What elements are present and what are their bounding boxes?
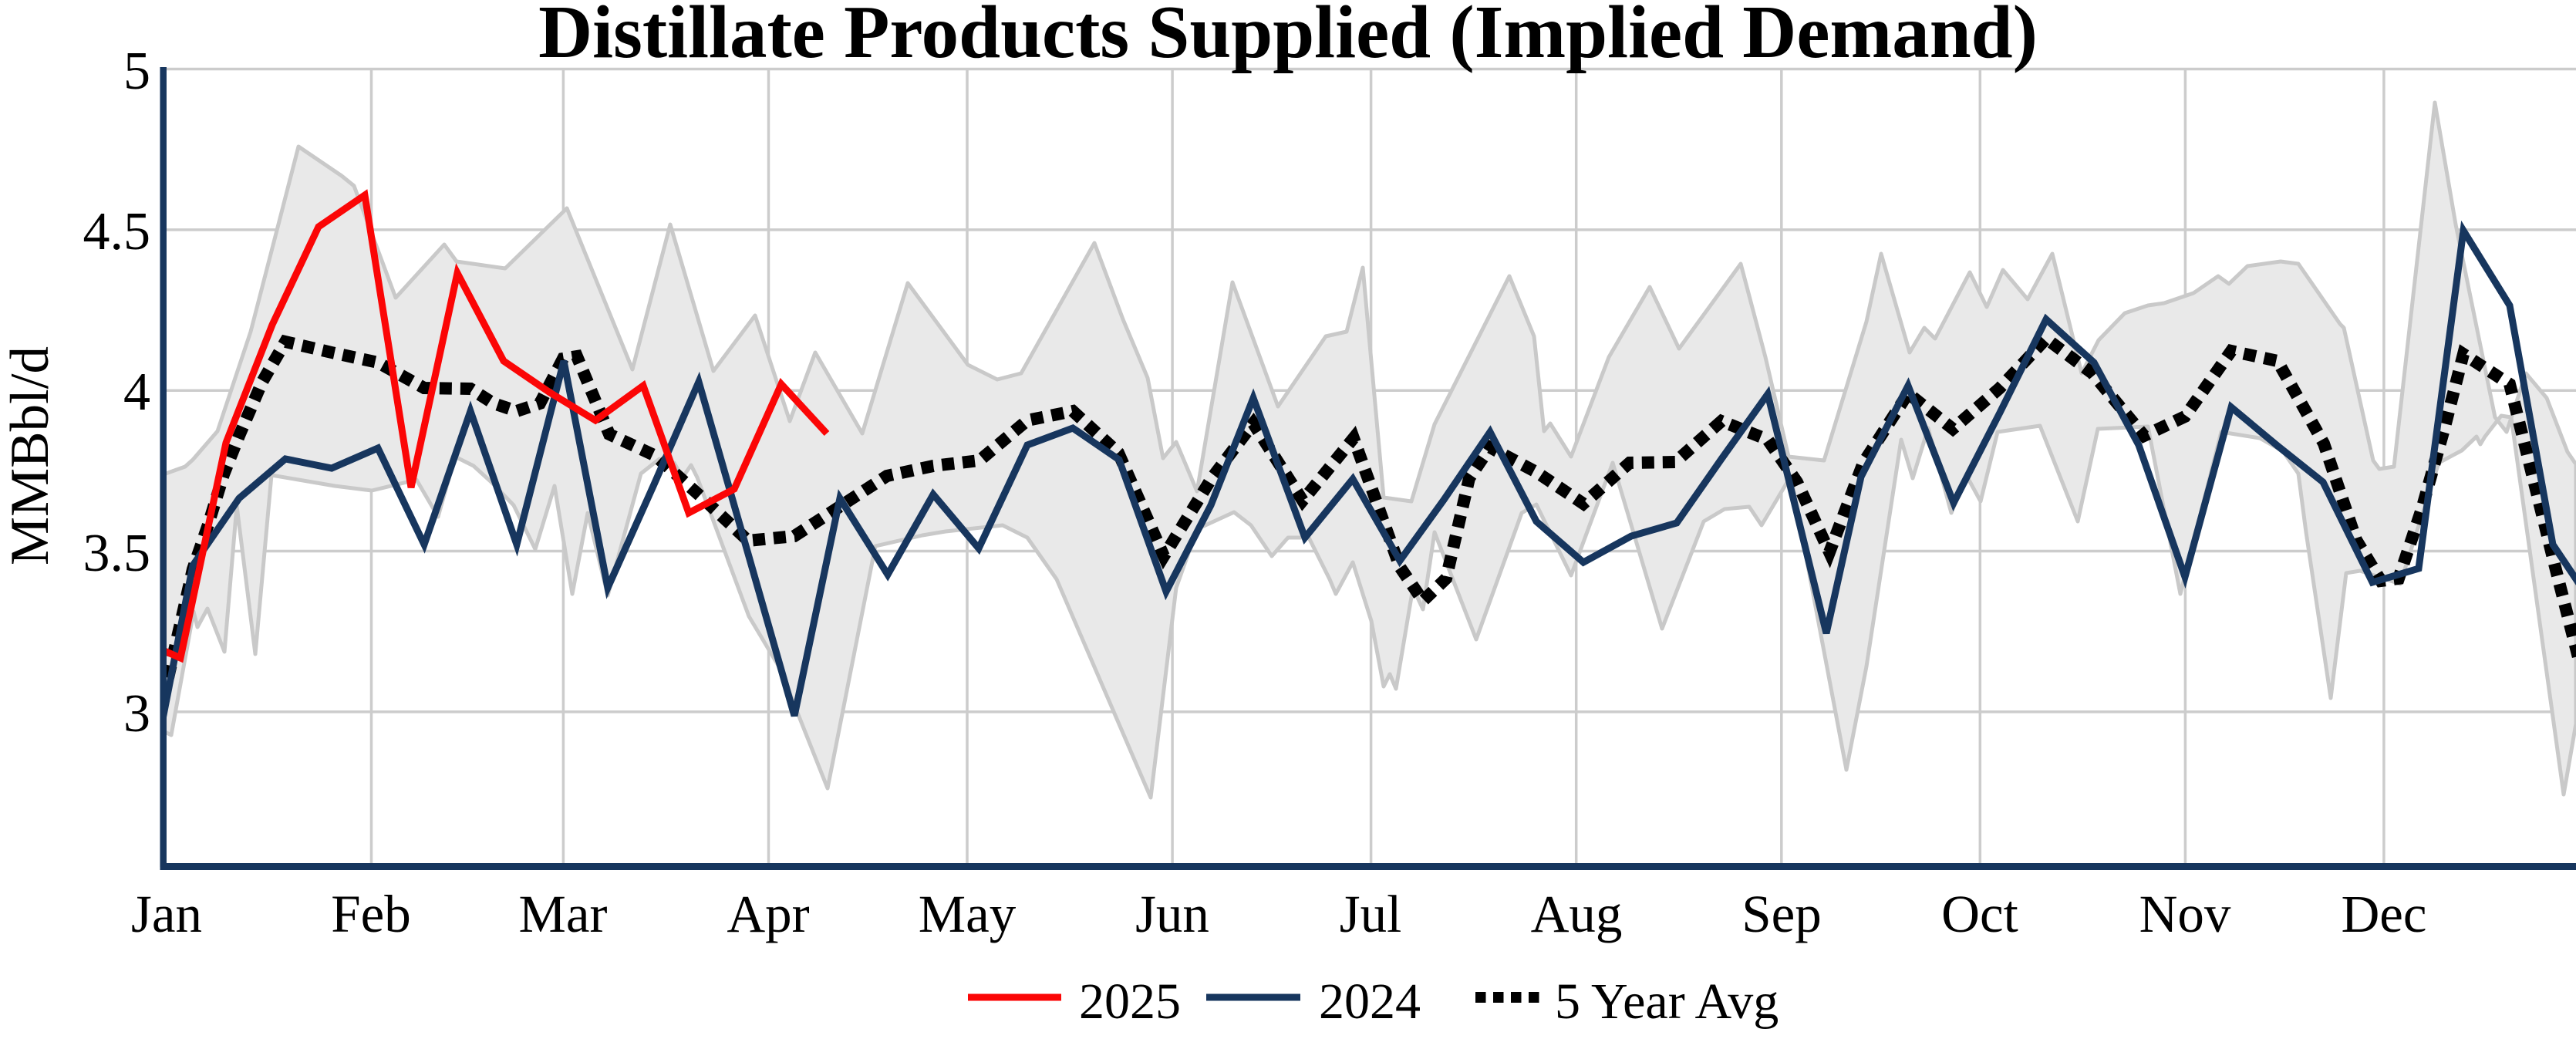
svg-text:May: May [919, 885, 1017, 943]
svg-text:Mar: Mar [519, 885, 608, 943]
svg-text:2025: 2025 [1079, 973, 1181, 1030]
svg-text:Sep: Sep [1741, 885, 1822, 943]
svg-text:Jan: Jan [131, 885, 202, 943]
svg-text:4: 4 [123, 363, 150, 422]
svg-text:5: 5 [123, 42, 150, 101]
svg-text:Nov: Nov [2139, 885, 2231, 943]
svg-text:MMBbl/d: MMBbl/d [0, 346, 60, 565]
svg-text:3.5: 3.5 [83, 524, 151, 583]
svg-text:3: 3 [123, 684, 150, 744]
svg-text:Jul: Jul [1340, 885, 1402, 943]
svg-text:5 Year Avg: 5 Year Avg [1555, 973, 1779, 1030]
svg-text:Apr: Apr [727, 885, 809, 943]
svg-text:4.5: 4.5 [83, 202, 151, 261]
svg-text:Distillate Products Supplied (: Distillate Products Supplied (Implied De… [538, 0, 2038, 73]
svg-text:Oct: Oct [1941, 885, 2018, 943]
svg-text:Jun: Jun [1135, 885, 1209, 943]
svg-text:2024: 2024 [1319, 973, 1421, 1030]
svg-text:Aug: Aug [1531, 885, 1623, 943]
svg-text:Dec: Dec [2341, 885, 2426, 943]
svg-text:Feb: Feb [331, 885, 411, 943]
